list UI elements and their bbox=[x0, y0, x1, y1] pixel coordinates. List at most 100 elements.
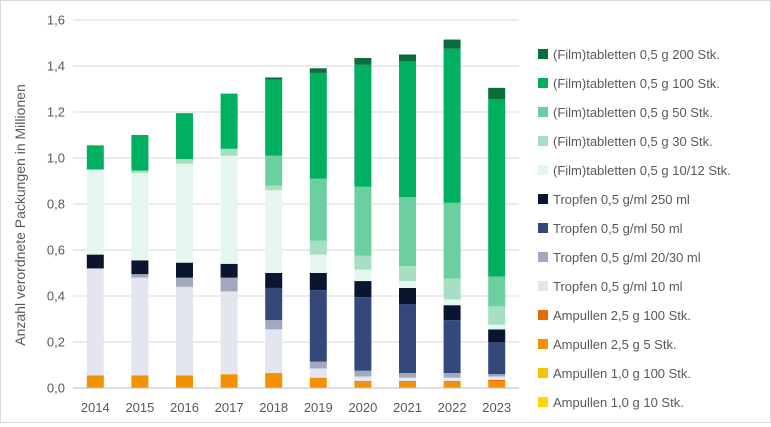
x-tick-label: 2020 bbox=[348, 400, 377, 415]
bar-segment bbox=[488, 381, 506, 388]
x-tick-label: 2017 bbox=[215, 400, 244, 415]
bar-segment bbox=[399, 197, 416, 267]
y-tick-label: 0,0 bbox=[47, 381, 65, 396]
bar-segment bbox=[399, 382, 416, 388]
axes: 0,0 0,2 0,4 0,6 0,8 1,0 1,2 1,4 1,6 2014 2015 2016 2… bbox=[47, 13, 519, 415]
bar-marks bbox=[86, 39, 506, 388]
bar-segment bbox=[220, 374, 238, 388]
bar-segment bbox=[443, 48, 461, 203]
bar-segment bbox=[265, 79, 283, 156]
bar-segment bbox=[488, 379, 506, 382]
legend-swatch bbox=[538, 107, 548, 117]
bar-segment bbox=[354, 57, 372, 65]
x-tick-label: 2019 bbox=[304, 400, 333, 415]
legend-label: (Film)tabletten 0,5 g 100 Stk. bbox=[553, 76, 720, 91]
bar-segment bbox=[309, 254, 327, 273]
bar-segment bbox=[443, 299, 461, 306]
bar-segment bbox=[131, 170, 149, 173]
legend-swatch bbox=[538, 136, 548, 146]
bar-segment bbox=[399, 377, 416, 382]
bar-segment bbox=[443, 381, 461, 383]
bar-segment bbox=[399, 281, 416, 288]
bar-segment bbox=[488, 374, 506, 377]
bar-segment bbox=[309, 290, 327, 362]
bar-segment bbox=[309, 273, 327, 291]
bar-segment bbox=[443, 382, 461, 388]
bar-segment bbox=[131, 277, 149, 376]
bar-segment bbox=[265, 320, 283, 330]
legend-swatch bbox=[538, 78, 548, 88]
bar-segment bbox=[443, 278, 461, 300]
legend-label: Tropfen 0,5 g/ml 50 ml bbox=[553, 221, 683, 236]
bar-segment bbox=[309, 377, 327, 388]
bar-segment bbox=[131, 172, 149, 261]
y-axis-title: Anzahl verordnete Packungen in Millionen bbox=[12, 84, 28, 346]
bar-segment bbox=[265, 329, 283, 374]
bar-segment bbox=[354, 376, 372, 382]
x-tick-label: 2016 bbox=[170, 400, 199, 415]
legend-swatch bbox=[538, 397, 548, 407]
bar-segment bbox=[86, 268, 104, 376]
bar-segment bbox=[86, 145, 104, 170]
bar-segment bbox=[131, 260, 149, 275]
legend-label: Ampullen 2,5 g 5 Stk. bbox=[553, 337, 677, 352]
bar-segment bbox=[399, 61, 416, 198]
y-tick-label: 1,4 bbox=[47, 59, 65, 74]
bar-segment bbox=[176, 159, 193, 164]
bar-segment bbox=[131, 135, 149, 171]
bar-segment bbox=[176, 113, 193, 160]
bar-segment bbox=[86, 169, 104, 255]
bar-segment bbox=[309, 178, 327, 241]
legend-swatch bbox=[538, 165, 548, 175]
y-tick-label: 0,8 bbox=[47, 197, 65, 212]
bar-segment bbox=[488, 87, 506, 100]
bar-segment bbox=[488, 329, 506, 342]
bar-segment bbox=[265, 373, 283, 388]
legend-swatch bbox=[538, 252, 548, 262]
bar-segment bbox=[354, 255, 372, 270]
legend-label: (Film)tabletten 0,5 g 200 Stk. bbox=[553, 47, 720, 62]
legend-label: (Film)tabletten 0,5 g 30 Stk. bbox=[553, 134, 713, 149]
bar-segment bbox=[265, 77, 283, 80]
bar-segment bbox=[265, 273, 283, 288]
bar-segment bbox=[354, 381, 372, 383]
bar-segment bbox=[354, 269, 372, 282]
bar-segment bbox=[399, 373, 416, 378]
legend-label: (Film)tabletten 0,5 g 50 Stk. bbox=[553, 105, 713, 120]
bar-segment bbox=[220, 148, 238, 156]
legend-swatch bbox=[538, 223, 548, 233]
bar-segment bbox=[488, 342, 506, 375]
bar-segment bbox=[265, 287, 283, 321]
legend-swatch bbox=[538, 368, 548, 378]
bar-segment bbox=[399, 54, 416, 62]
bar-segment bbox=[443, 377, 461, 382]
bar-segment bbox=[265, 185, 283, 191]
bar-segment bbox=[488, 99, 506, 277]
bar-segment bbox=[86, 254, 104, 269]
legend-swatch bbox=[538, 194, 548, 204]
y-tick-label: 0,4 bbox=[47, 289, 65, 304]
legend-swatch bbox=[538, 339, 548, 349]
legend-label: (Film)tabletten 0,5 g 10/12 Stk. bbox=[553, 163, 731, 178]
legend-label: Ampullen 1,0 g 10 Stk. bbox=[553, 395, 684, 410]
bar-segment bbox=[443, 202, 461, 279]
bar-segment bbox=[488, 324, 506, 330]
x-tick-label: 2015 bbox=[125, 400, 154, 415]
bar-segment bbox=[86, 375, 104, 388]
bar-segment bbox=[176, 277, 193, 287]
bar-segment bbox=[265, 155, 283, 186]
bar-segment bbox=[131, 375, 149, 388]
y-tick-label: 0,6 bbox=[47, 243, 65, 258]
bar-segment bbox=[176, 262, 193, 278]
bar-segment bbox=[265, 190, 283, 273]
y-tick-label: 1,2 bbox=[47, 105, 65, 120]
y-tick-label: 1,0 bbox=[47, 151, 65, 166]
x-tick-label: 2014 bbox=[81, 400, 110, 415]
bar-segment bbox=[488, 376, 506, 380]
x-tick-label: 2022 bbox=[438, 400, 467, 415]
bar-segment bbox=[399, 304, 416, 374]
bar-segment bbox=[443, 373, 461, 378]
bar-segment bbox=[220, 277, 238, 292]
